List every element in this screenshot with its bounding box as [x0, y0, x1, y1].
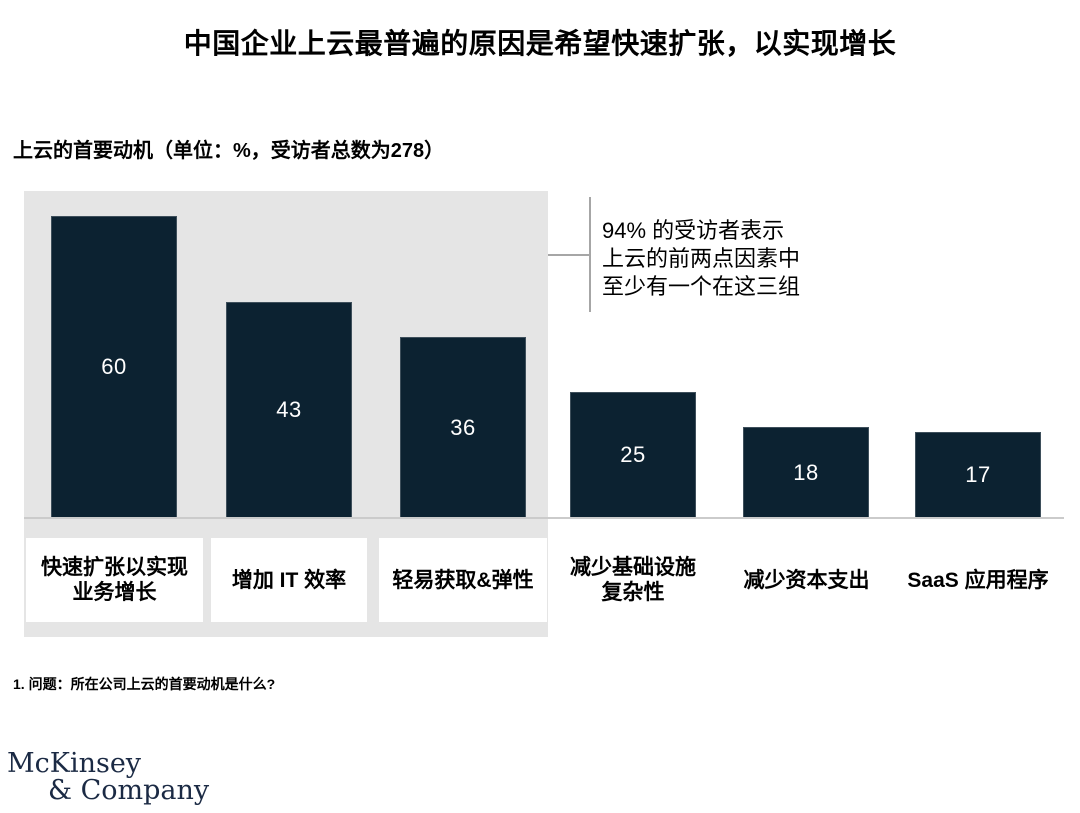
annotation-connector-line — [548, 254, 590, 256]
bar-value: 17 — [965, 462, 991, 487]
page-title: 中国企业上云最普遍的原因是希望快速扩张，以实现增长 — [183, 28, 897, 59]
annotation-line: 上云的前两点因素中 — [602, 246, 801, 271]
bar-reduce-infra-complexity: 25 — [570, 392, 696, 518]
bar-easy-access-elasticity: 36 — [400, 337, 526, 518]
logo-line-2: & Company — [48, 775, 210, 806]
bar-label-line: 轻易获取&弹性 — [392, 568, 534, 592]
annotation-text: 94% 的受访者表示 上云的前两点因素中 至少有一个在这三组 — [602, 217, 800, 301]
bar-rapid-expansion: 60 — [51, 216, 177, 518]
mckinsey-logo: McKinsey & Company — [7, 750, 209, 804]
bar-saas-apps: 17 — [915, 432, 1041, 518]
bar-label-line: 复杂性 — [601, 581, 665, 604]
bar-label-line: 增加 IT 效率 — [231, 568, 347, 592]
logo-line-1: McKinsey — [7, 748, 142, 779]
annotation-line: 至少有一个在这三组 — [602, 274, 801, 299]
bar-value: 60 — [101, 354, 127, 379]
annotation-bracket-line — [589, 197, 591, 312]
bar-label-it-efficiency: 增加 IT 效率 — [211, 538, 367, 622]
bar-label-line: 快速扩张以实现 — [41, 556, 188, 579]
bar-reduce-capex: 18 — [743, 427, 869, 518]
bar-label-line: SaaS 应用程序 — [907, 568, 1049, 592]
bar-label-line: 减少资本支出 — [743, 568, 870, 592]
chart-subtitle: 上云的首要动机（单位：%，受访者总数为278） — [13, 140, 445, 162]
bar-value: 43 — [276, 397, 302, 422]
bar-it-efficiency: 43 — [226, 302, 352, 518]
bar-label-line: 减少基础设施 — [570, 556, 696, 579]
bar-label-line: 业务增长 — [72, 581, 157, 604]
bar-label-reduce-infra-complexity: 减少基础设施 复杂性 — [548, 538, 718, 622]
bar-label-reduce-capex: 减少资本支出 — [724, 538, 889, 622]
bar-value: 25 — [620, 442, 646, 467]
footnote: 1. 问题：所在公司上云的首要动机是什么? — [13, 676, 276, 692]
x-axis-line — [24, 517, 1064, 519]
bar-value: 18 — [793, 459, 819, 485]
annotation-line: 94% 的受访者表示 — [602, 218, 785, 243]
bar-label-saas-apps: SaaS 应用程序 — [893, 538, 1063, 622]
bar-value: 36 — [450, 414, 476, 440]
bar-label-easy-access-elasticity: 轻易获取&弹性 — [379, 538, 547, 622]
bar-label-rapid-expansion: 快速扩张以实现 业务增长 — [26, 538, 203, 622]
